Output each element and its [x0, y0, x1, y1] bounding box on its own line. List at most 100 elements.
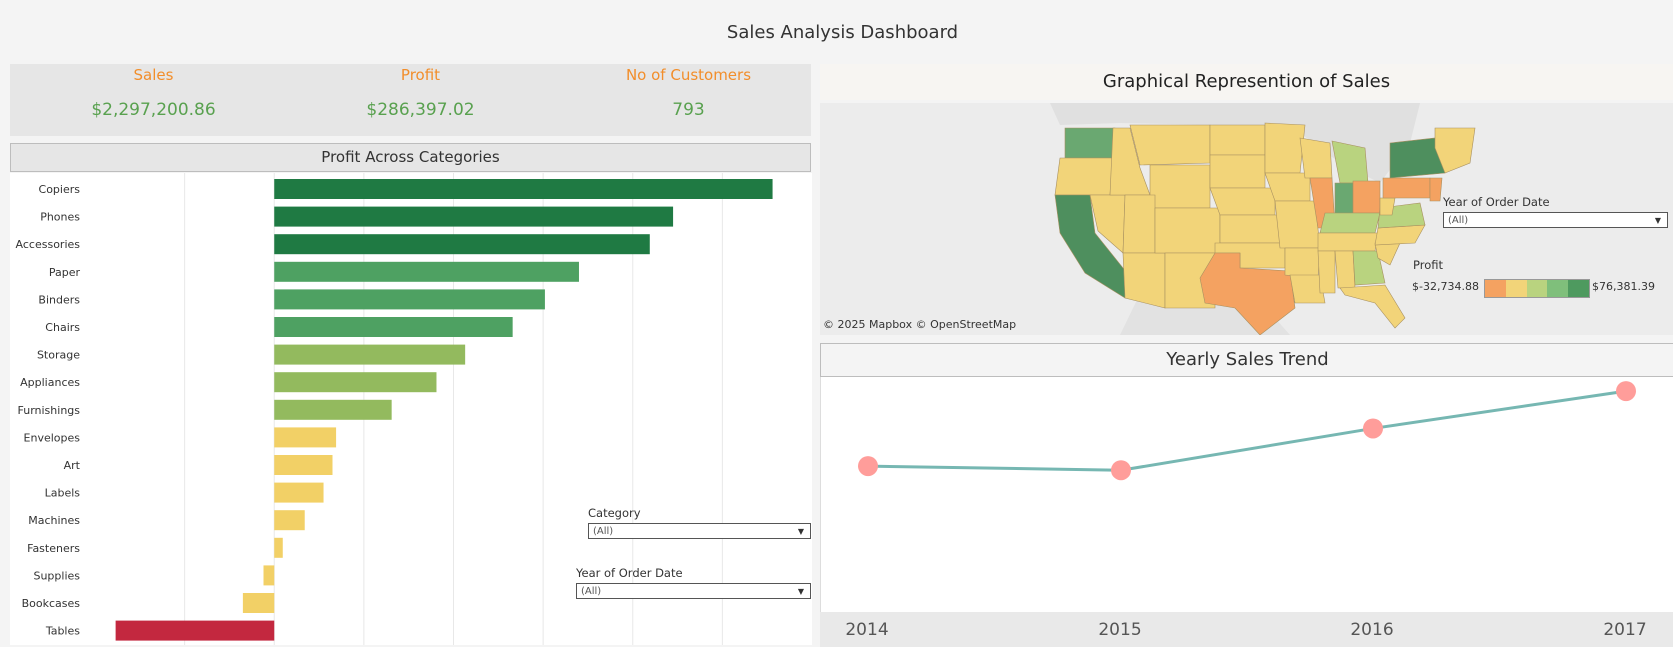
- state-montana: [1129, 124, 1211, 166]
- state-south-dakota: [1209, 154, 1266, 189]
- year-tick-label: 2015: [1098, 620, 1142, 640]
- point-2014[interactable]: [858, 456, 878, 477]
- state-west-virginia: [1379, 197, 1396, 216]
- state-missouri: [1274, 200, 1321, 249]
- kpi-sales-value: $2,297,200.86: [91, 100, 216, 120]
- map-svg: [820, 103, 1673, 335]
- category-label: Tables: [45, 625, 80, 638]
- state-colorado: [1154, 207, 1221, 254]
- bar-tables[interactable]: [115, 620, 275, 641]
- year-filter-title: Year of Order Date: [576, 566, 683, 580]
- profit-legend-title: Profit: [1413, 258, 1443, 272]
- bar-art[interactable]: [274, 455, 333, 475]
- state-minnesota: [1264, 122, 1306, 174]
- category-label: Binders: [38, 293, 80, 306]
- us-profit-map[interactable]: [820, 103, 1673, 335]
- year-tick-label: 2016: [1350, 620, 1394, 640]
- chevron-down-icon: ▼: [1654, 216, 1661, 225]
- state-wisconsin: [1299, 137, 1333, 179]
- bar-fasteners[interactable]: [274, 537, 283, 558]
- bar-copiers[interactable]: [274, 179, 773, 199]
- profit-legend-max: $76,381.39: [1592, 280, 1655, 293]
- map-year-filter-value: (All): [1448, 215, 1469, 226]
- state-texas: [1199, 252, 1296, 335]
- category-filter-dropdown[interactable]: (All) ▼: [588, 523, 811, 539]
- category-label: Phones: [40, 211, 80, 224]
- point-2016[interactable]: [1363, 418, 1383, 439]
- bar-accessories[interactable]: [274, 234, 650, 255]
- year-tick-label: 2017: [1603, 620, 1647, 640]
- state-wyoming: [1149, 164, 1211, 209]
- bar-labels[interactable]: [274, 482, 324, 503]
- bar-binders[interactable]: [274, 289, 545, 310]
- state-kansas: [1219, 214, 1281, 244]
- state-oregon: [1054, 157, 1114, 196]
- map-year-filter-dropdown[interactable]: (All) ▼: [1443, 212, 1668, 228]
- state-arkansas: [1284, 247, 1321, 279]
- state-ohio: [1352, 180, 1381, 214]
- chevron-down-icon: ▼: [797, 587, 804, 596]
- bar-phones[interactable]: [274, 206, 674, 227]
- bar-storage[interactable]: [274, 344, 466, 365]
- state-mississippi: [1317, 250, 1336, 294]
- state-north-dakota: [1209, 124, 1266, 156]
- state-alabama: [1334, 250, 1356, 289]
- bar-chairs[interactable]: [274, 317, 513, 337]
- category-label: Storage: [37, 349, 80, 362]
- year-filter-dropdown[interactable]: (All) ▼: [576, 583, 811, 599]
- bar-paper[interactable]: [274, 261, 579, 282]
- point-2015[interactable]: [1111, 460, 1131, 481]
- state-georgia: [1352, 250, 1386, 286]
- map-year-filter-title: Year of Order Date: [1443, 195, 1550, 209]
- bar-supplies[interactable]: [263, 565, 275, 586]
- trend-x-axis: 2014 2015 2016 2017: [820, 612, 1673, 647]
- category-label: Furnishings: [18, 404, 81, 417]
- kpi-customers-value: 793: [672, 100, 705, 120]
- category-filter-title: Category: [588, 506, 641, 520]
- year-filter-value: (All): [581, 586, 602, 597]
- trend-chart-title: Yearly Sales Trend: [820, 343, 1673, 377]
- profit-bar-svg: Copiers Phones Accessories Paper Binders Chai…: [16, 173, 773, 645]
- profit-chart-title: Profit Across Categories: [10, 143, 811, 172]
- state-new-england: [1434, 127, 1476, 174]
- category-label: Bookcases: [22, 597, 81, 610]
- dashboard-title: Sales Analysis Dashboard: [726, 22, 959, 43]
- bar-machines[interactable]: [274, 510, 305, 531]
- category-label: Copiers: [39, 183, 81, 196]
- state-idaho: [1109, 127, 1151, 196]
- bar-bookcases[interactable]: [242, 593, 275, 613]
- profit-legend-min: $-32,734.88: [1412, 280, 1479, 293]
- chevron-down-icon: ▼: [797, 527, 804, 536]
- category-label: Paper: [49, 266, 81, 279]
- map-attribution: © 2025 Mapbox © OpenStreetMap: [823, 318, 1017, 331]
- state-new-jersey: [1429, 177, 1443, 202]
- state-tennessee: [1317, 232, 1379, 252]
- category-label: Envelopes: [24, 431, 81, 444]
- kpi-sales-label: Sales: [133, 66, 174, 84]
- state-utah: [1122, 194, 1156, 254]
- category-label: Art: [64, 459, 81, 472]
- legend-swatch: [1547, 280, 1569, 297]
- category-label: Fasteners: [27, 542, 80, 555]
- bar-appliances[interactable]: [274, 372, 437, 393]
- bar-furnishings[interactable]: [274, 399, 392, 420]
- state-kentucky: [1319, 212, 1381, 234]
- category-label: Accessories: [16, 238, 81, 251]
- state-florida: [1339, 284, 1406, 329]
- trend-svg: [858, 381, 1636, 481]
- state-pennsylvania: [1382, 177, 1431, 199]
- state-washington: [1064, 127, 1116, 159]
- bar-envelopes[interactable]: [274, 427, 337, 448]
- sales-trend-line: [867, 389, 1627, 472]
- category-label: Labels: [45, 487, 81, 500]
- kpi-customers-label: No of Customers: [625, 66, 752, 84]
- kpi-profit-label: Profit: [400, 66, 441, 84]
- category-label: Supplies: [33, 569, 80, 582]
- map-title: Graphical Represention of Sales: [820, 64, 1673, 100]
- category-label: Machines: [28, 514, 80, 527]
- category-label: Appliances: [20, 376, 80, 389]
- state-louisiana: [1289, 274, 1326, 304]
- kpi-profit-value: $286,397.02: [366, 100, 475, 120]
- point-2017[interactable]: [1616, 381, 1636, 402]
- category-filter-value: (All): [593, 526, 614, 537]
